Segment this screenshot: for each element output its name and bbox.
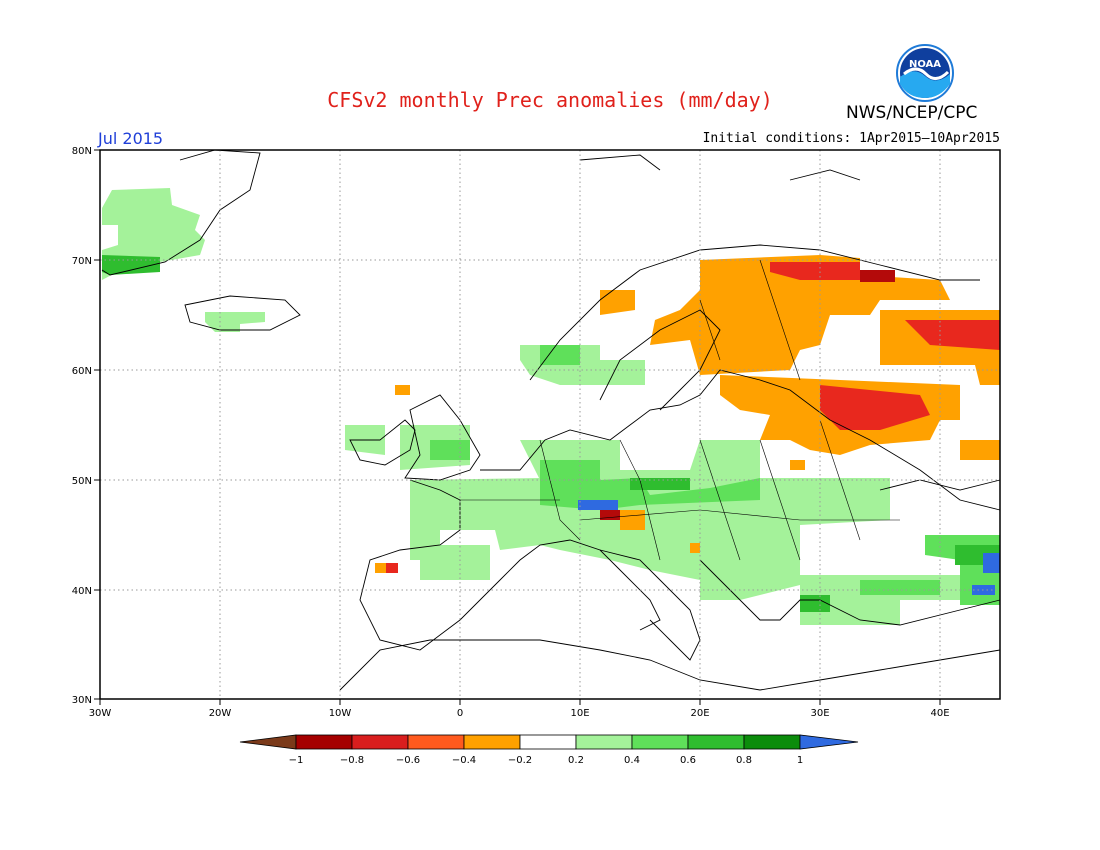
anomaly-baltic-orange [790,460,805,470]
noaa-logo: NOAA [896,44,954,102]
lon-label-10e: 10E [570,708,589,719]
colorbar-bin-5 [519,734,577,750]
colorbar [239,734,859,750]
anomaly-iberia-red [386,563,398,573]
agency-label: NWS/NCEP/CPC [846,103,978,123]
anomaly-central-europe-green [540,460,760,510]
lat-label-70n: 70N [72,256,92,267]
anomaly-norway-green-2 [540,345,580,365]
graticule [100,150,1000,699]
colorbar-low-arrow [239,734,297,750]
anomaly-volga-orange [960,440,1000,460]
lat-label-60n: 60N [72,366,92,377]
anomaly-kola-red [770,262,860,280]
anomaly-norway-orange [600,290,635,315]
lon-label-30w: 30W [89,708,112,719]
anomaly-alps-blue [578,500,618,510]
anomaly-caucasus-blue [983,553,1000,573]
lat-label-40n: 40N [72,586,92,597]
lon-label-30e: 30E [810,708,829,719]
colorbar-tick-label: −1 [289,755,304,766]
month-label: Jul 2015 [98,129,164,148]
colorbar-bin-3 [407,734,465,750]
anomaly-finland-orange [650,255,950,375]
colorbar-bin-1 [295,734,353,750]
anomaly-kola-darkred [860,270,895,282]
colorbar-bin-4 [463,734,521,750]
anomaly-alps-orange [620,510,645,530]
colorbar-tick-label: −0.6 [396,755,420,766]
lon-label-0: 0 [457,708,463,719]
colorbar-bin-6 [575,734,633,750]
colorbar-bin-8 [687,734,745,750]
colorbar-tick-label: 0.8 [736,755,752,766]
colorbar-high-arrow [799,734,859,750]
map-frame [99,149,1001,700]
anomaly-central-europe [520,440,890,580]
colorbar-tick-label: 1 [797,755,803,766]
coastlines [101,149,1001,691]
map-title: CFSv2 monthly Prec anomalies (mm/day) [327,88,773,112]
anomaly-france [410,478,540,560]
lat-label-30n: 30N [72,695,92,706]
colorbar-tick-label: 0.6 [680,755,696,766]
lon-label-20w: 20W [209,708,232,719]
anomaly-russia-central-red [820,385,930,430]
lat-label-50n: 50N [72,476,92,487]
colorbar-tick-label: 0.2 [568,755,584,766]
initial-conditions-label: Initial conditions: 1Apr2015–10Apr2015 [702,131,1000,146]
colorbar-bin-9 [743,734,801,750]
lon-label-20e: 20E [690,708,709,719]
ticks [94,149,941,705]
anomaly-alps-green [630,478,690,490]
colorbar-tick-label: −0.2 [508,755,532,766]
noaa-logo-text: NOAA [909,59,941,70]
anomaly-iberia [420,545,490,580]
colorbar-bin-2 [351,734,409,750]
anomaly-italy-orange [690,543,700,553]
lon-label-10w: 10W [329,708,352,719]
colorbar-tick-label: −0.4 [452,755,476,766]
anomaly-russia-red [905,320,1000,350]
colorbar-bin-7 [631,734,689,750]
anomaly-turkey-dark [800,595,830,612]
anomaly-turkey-green [860,580,940,595]
borders [460,259,900,561]
lon-label-40e: 40E [930,708,949,719]
anomaly-scotland-orange [395,385,410,395]
lat-label-80n: 80N [72,146,92,157]
colorbar-tick-label: 0.4 [624,755,640,766]
anomaly-britain-green [430,440,470,460]
colorbar-tick-label: −0.8 [340,755,364,766]
